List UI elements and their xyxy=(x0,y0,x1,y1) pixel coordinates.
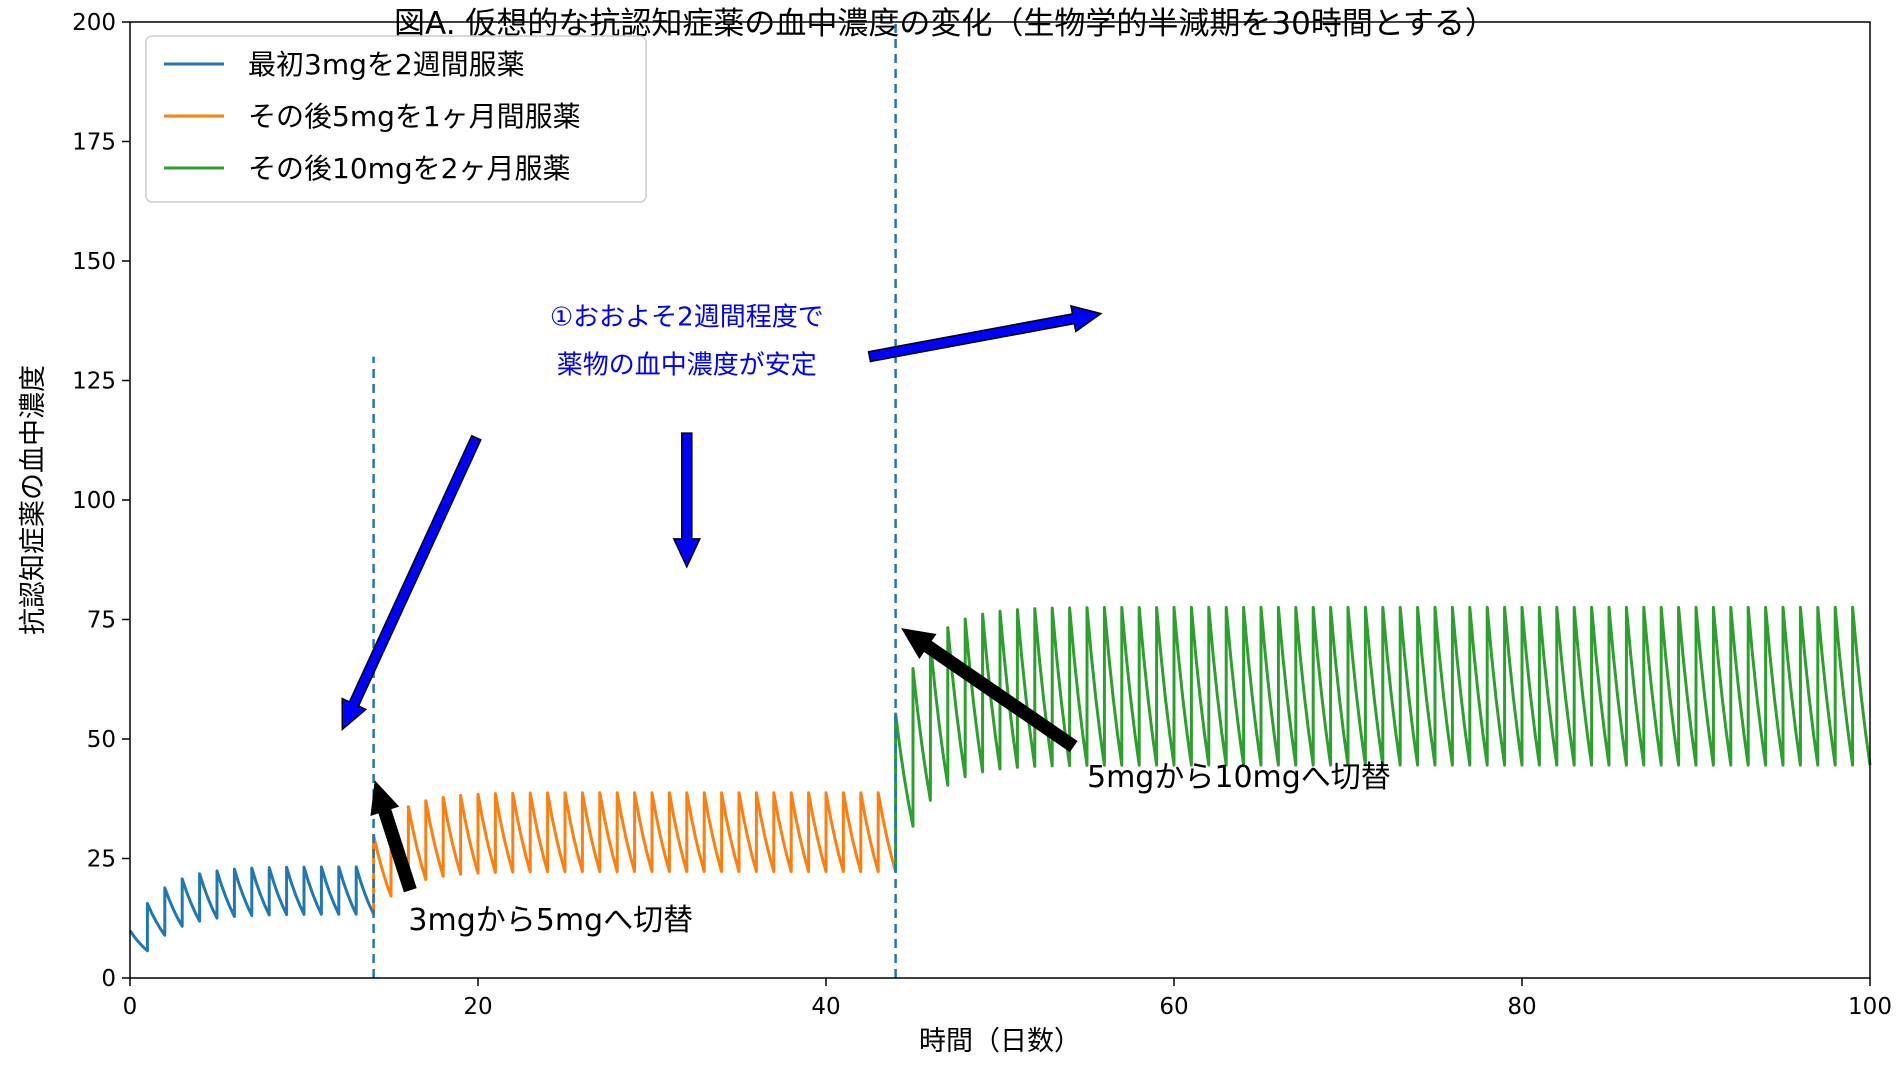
series-line-5mg xyxy=(372,791,898,915)
y-tick-label: 100 xyxy=(72,488,116,514)
x-tick-label: 20 xyxy=(463,994,492,1020)
arrow-switch2 xyxy=(901,628,1078,753)
x-tick-label: 80 xyxy=(1507,994,1536,1020)
blue-arrow-2 xyxy=(672,432,701,569)
y-axis-label: 抗認知症薬の血中濃度 xyxy=(18,365,49,635)
legend-label-3mg: 最初3mgを2週間服薬 xyxy=(248,48,525,81)
arrow-switch1 xyxy=(370,780,417,893)
y-tick-label: 125 xyxy=(72,369,116,395)
x-axis-label: 時間（日数） xyxy=(919,1026,1081,1057)
blue-arrow-1 xyxy=(341,434,482,732)
series-layer xyxy=(128,605,1872,953)
x-axis-ticks: 0 20 40 60 80 100 xyxy=(123,978,1892,1020)
blue-arrow-3 xyxy=(867,304,1103,363)
legend: 最初3mgを2週間服薬 その後5mgを1ヶ月間服薬 その後10mgを2ヶ月服薬 xyxy=(145,35,647,203)
y-tick-label: 175 xyxy=(72,130,116,156)
y-tick-label: 0 xyxy=(101,966,116,992)
x-tick-label: 100 xyxy=(1848,994,1892,1020)
annotation-switch1: 3mgから5mgへ切替 xyxy=(408,903,693,938)
annotation-stable_line2: 薬物の血中濃度が安定 xyxy=(557,350,817,380)
y-axis-ticks: 0 25 50 75 100 125 150 175 200 xyxy=(72,10,130,992)
y-tick-label: 150 xyxy=(72,249,116,275)
series-line-3mg xyxy=(128,865,375,953)
y-tick-label: 50 xyxy=(87,727,116,753)
annotation-layer: 3mgから5mgへ切替 5mgから10mgへ切替 ①おおよそ2週間程度で薬物の血中濃… xyxy=(341,303,1391,938)
annotation-stable_line1: ①おおよそ2週間程度で xyxy=(550,303,824,333)
legend-box xyxy=(145,35,647,203)
series-line-10mg xyxy=(894,605,1872,872)
x-tick-label: 0 xyxy=(123,994,138,1020)
vline-layer xyxy=(372,22,897,978)
legend-label-5mg: その後5mgを1ヶ月間服薬 xyxy=(248,100,581,133)
y-tick-label: 75 xyxy=(87,608,116,634)
y-tick-label: 200 xyxy=(72,10,116,36)
y-tick-label: 25 xyxy=(87,847,116,873)
annotation-switch2: 5mgから10mgへ切替 xyxy=(1087,760,1391,795)
legend-label-10mg: その後10mgを2ヶ月服薬 xyxy=(248,152,571,185)
x-tick-label: 40 xyxy=(811,994,840,1020)
x-tick-label: 60 xyxy=(1159,994,1188,1020)
